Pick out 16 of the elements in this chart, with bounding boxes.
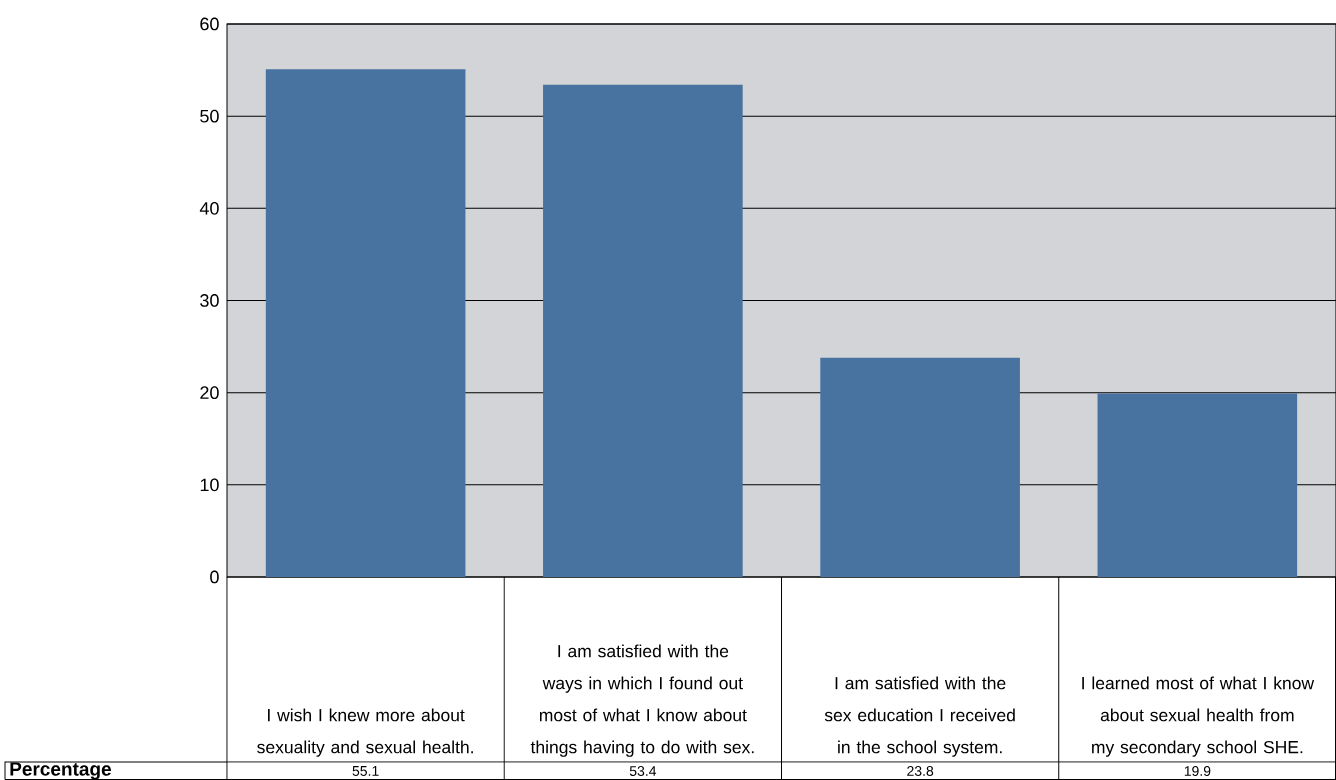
x-tick-label: I am satisfied with the ways in which I found out most of what I know about things having to do with sex. bbox=[530, 644, 754, 757]
y-tick-label: 40 bbox=[199, 201, 219, 215]
data-label: 19.9 bbox=[1184, 766, 1211, 776]
y-tick-label: 30 bbox=[200, 294, 219, 307]
data-label: 53.4 bbox=[629, 766, 657, 776]
x-tick-label: I am satisfied with the sex education I received in the school system. bbox=[824, 676, 1015, 757]
y-tick-label: 20 bbox=[200, 386, 219, 400]
y-tick-label: 50 bbox=[200, 109, 219, 123]
y-tick-label: 0 bbox=[210, 570, 219, 584]
data-label: 23.8 bbox=[907, 766, 934, 776]
data-label: 55.1 bbox=[352, 766, 379, 776]
text: Percentage bbox=[10, 762, 111, 780]
x-tick-label: I wish I knew more about sexuality and sexual health. bbox=[257, 708, 473, 757]
y-tick-label: 10 bbox=[200, 478, 219, 492]
y-tick-label: 60 bbox=[200, 17, 219, 31]
x-tick-label: I learned most of what I know about sexual health from my secondary school SHE. bbox=[1082, 676, 1315, 757]
